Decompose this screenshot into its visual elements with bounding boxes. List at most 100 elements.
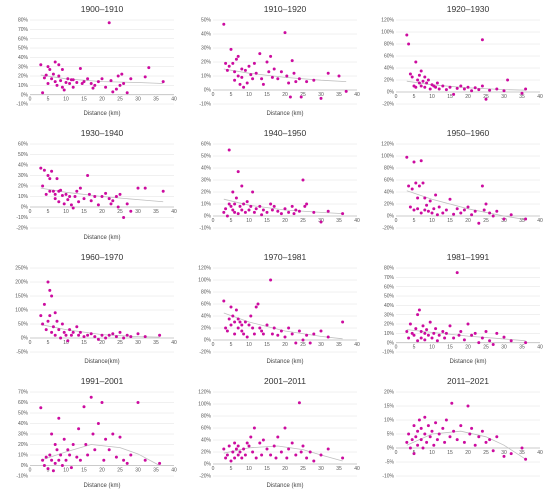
data-point bbox=[414, 85, 418, 89]
data-point bbox=[62, 437, 66, 441]
data-point bbox=[279, 70, 283, 74]
data-point bbox=[292, 71, 296, 75]
data-point bbox=[437, 333, 441, 337]
data-point bbox=[44, 455, 48, 459]
data-point bbox=[425, 440, 429, 444]
data-point bbox=[53, 197, 57, 201]
data-point bbox=[421, 79, 425, 83]
x-tick-label: 40 bbox=[537, 218, 543, 224]
data-point bbox=[290, 59, 294, 63]
data-point bbox=[71, 206, 75, 210]
y-tick-label: 30% bbox=[384, 312, 395, 318]
data-point bbox=[272, 67, 276, 71]
data-point bbox=[82, 80, 86, 84]
y-tick-label: 0% bbox=[204, 88, 212, 94]
data-point bbox=[254, 456, 258, 460]
x-tick-label: 5 bbox=[230, 466, 233, 472]
data-point bbox=[269, 202, 273, 206]
y-tick-label: 40% bbox=[201, 314, 212, 320]
data-point bbox=[412, 452, 416, 456]
data-point bbox=[450, 401, 454, 405]
y-tick-label: 10% bbox=[18, 453, 29, 459]
data-point bbox=[416, 429, 420, 433]
data-point bbox=[125, 333, 129, 337]
data-point bbox=[236, 317, 240, 321]
data-point bbox=[260, 77, 264, 81]
y-tick-label: 70% bbox=[18, 390, 29, 396]
data-point bbox=[86, 453, 90, 457]
y-tick-label: -20% bbox=[199, 474, 211, 480]
data-point bbox=[93, 335, 97, 339]
data-point bbox=[233, 202, 237, 206]
y-tick-label: 20% bbox=[201, 450, 212, 456]
data-point bbox=[59, 188, 63, 192]
data-point bbox=[462, 338, 466, 342]
data-point bbox=[71, 443, 75, 446]
data-point bbox=[408, 205, 412, 209]
data-point bbox=[258, 441, 262, 445]
data-point bbox=[441, 211, 445, 215]
data-point bbox=[231, 314, 235, 318]
y-tick-label: 80% bbox=[18, 18, 29, 24]
data-point bbox=[53, 80, 57, 84]
y-tick-label: 15% bbox=[384, 404, 395, 410]
data-point bbox=[261, 332, 265, 336]
data-point bbox=[412, 424, 416, 428]
x-tick-label: 40 bbox=[537, 94, 543, 100]
data-point bbox=[75, 81, 79, 85]
x-tick-label: 30 bbox=[501, 345, 507, 351]
data-point bbox=[66, 77, 70, 81]
data-point bbox=[312, 332, 316, 336]
data-point bbox=[48, 189, 52, 193]
data-point bbox=[408, 72, 412, 76]
y-tick-label: 80% bbox=[384, 166, 395, 172]
data-point bbox=[55, 177, 59, 181]
data-point bbox=[414, 181, 418, 185]
data-point bbox=[51, 325, 55, 329]
y-tick-label: -10% bbox=[199, 226, 211, 232]
x-tick-label: 0 bbox=[395, 94, 398, 100]
y-tick-label: 20% bbox=[384, 78, 395, 84]
y-tick-label: -10% bbox=[199, 102, 211, 108]
panel-title: 1930–1940 bbox=[81, 128, 124, 138]
data-point bbox=[60, 464, 64, 467]
data-point bbox=[488, 88, 492, 92]
data-point bbox=[254, 305, 258, 309]
x-tick-label: 10 bbox=[429, 450, 435, 456]
data-point bbox=[287, 447, 291, 451]
x-tick-label: 40 bbox=[171, 97, 177, 103]
data-point bbox=[249, 204, 253, 208]
data-point bbox=[260, 453, 264, 457]
data-point bbox=[473, 331, 477, 335]
data-point bbox=[252, 210, 256, 214]
data-point bbox=[245, 441, 249, 445]
data-point bbox=[66, 198, 70, 202]
y-tick-label: 0% bbox=[387, 90, 395, 96]
data-point bbox=[229, 204, 233, 208]
data-point bbox=[60, 322, 64, 326]
y-tick-label: 0% bbox=[387, 214, 395, 220]
data-point bbox=[414, 435, 418, 439]
data-point bbox=[236, 444, 240, 448]
data-point bbox=[452, 92, 456, 96]
data-point bbox=[260, 213, 264, 217]
data-point bbox=[416, 313, 420, 317]
x-tick-label: 25 bbox=[300, 218, 306, 224]
data-point bbox=[470, 89, 474, 93]
data-point bbox=[234, 57, 238, 61]
data-point bbox=[459, 211, 463, 215]
data-point bbox=[233, 441, 237, 445]
data-point bbox=[416, 443, 420, 447]
data-point bbox=[57, 458, 61, 462]
data-point bbox=[247, 64, 251, 68]
data-point bbox=[55, 83, 59, 87]
x-tick-label: 0 bbox=[212, 466, 215, 472]
data-point bbox=[50, 294, 54, 298]
data-point bbox=[86, 77, 90, 81]
scatter-plot: 1930–1940 -20% -10% 0% 10% 20% 30% 40% 50% 60% 0 5 1… bbox=[16, 128, 177, 241]
scatter-panel: 1960–1970 -50% 0% 50% 100% 150% 200% 250% 0 5 10 15… bbox=[0, 248, 183, 372]
y-tick-label: 50% bbox=[201, 154, 212, 160]
data-point bbox=[78, 67, 82, 71]
data-point bbox=[279, 450, 283, 454]
x-tick-label: 30 bbox=[135, 340, 141, 346]
